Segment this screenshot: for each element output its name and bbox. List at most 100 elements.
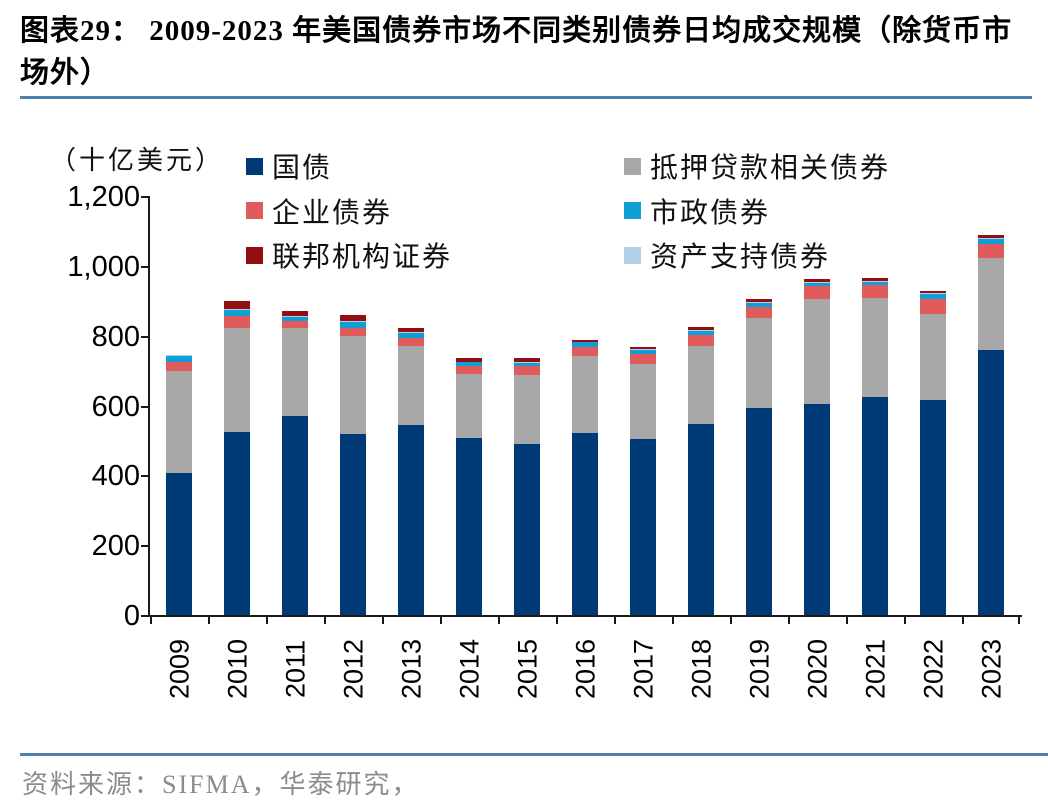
bar-2019 (746, 299, 772, 615)
bar-segment-federal_agency-2017 (630, 346, 656, 350)
x-tick-label: 2020 (802, 638, 833, 700)
x-tick-label: 2017 (628, 638, 659, 700)
bar-segment-mortgage_related-2022 (920, 314, 946, 401)
bar-segment-municipal-2010 (224, 309, 250, 317)
x-tick-label: 2018 (686, 638, 717, 700)
bar-segment-municipal-2015 (514, 362, 540, 367)
bar-segment-abs-2012 (340, 321, 366, 322)
bar-segment-federal_agency-2021 (862, 278, 888, 282)
y-tick (141, 196, 148, 198)
bar-segment-treasury-2010 (224, 432, 250, 615)
x-tick (904, 615, 906, 624)
bar-segment-municipal-2009 (166, 355, 192, 362)
x-tick (556, 615, 558, 624)
x-tick-label: 2023 (976, 638, 1007, 700)
bar-segment-abs-2023 (978, 238, 1004, 239)
page-title: 图表29： 2009-2023 年美国债券市场不同类别债券日均成交规模（除货币市… (20, 15, 1013, 90)
bar-segment-municipal-2017 (630, 350, 656, 354)
x-tick-label: 2012 (338, 638, 369, 700)
title-underline (20, 96, 1032, 99)
bar-segment-mortgage_related-2020 (804, 299, 830, 405)
bar-segment-corporate-2020 (804, 286, 830, 299)
legend-label-corporate: 企业债券 (272, 197, 393, 229)
y-tick (141, 615, 148, 617)
bar-segment-treasury-2013 (398, 424, 424, 615)
bar-segment-municipal-2018 (688, 331, 714, 335)
legend-swatch-corporate (246, 202, 263, 219)
y-tick (141, 335, 148, 338)
bar-segment-federal_agency-2014 (456, 358, 482, 362)
x-tick (1018, 615, 1020, 624)
bar-segment-treasury-2017 (630, 439, 656, 615)
legend-item-federal_agency: 联邦机构证券 (246, 235, 452, 275)
bar-segment-mortgage_related-2023 (978, 258, 1004, 350)
bar-segment-corporate-2021 (862, 285, 888, 298)
bar-segment-corporate-2019 (746, 307, 772, 319)
x-tick-label: 2016 (570, 638, 601, 700)
bar-segment-abs-2009 (166, 354, 192, 356)
bar-segment-abs-2014 (456, 361, 482, 363)
x-tick (266, 615, 268, 624)
bar-segment-corporate-2015 (514, 366, 540, 376)
x-tick (788, 615, 790, 624)
x-tick-label: 2011 (280, 639, 311, 699)
bar-segment-federal_agency-2022 (920, 291, 946, 294)
x-tick (440, 615, 442, 624)
bar-segment-mortgage_related-2015 (514, 375, 540, 444)
bar-segment-federal_agency-2020 (804, 279, 830, 283)
bar-segment-federal_agency-2016 (572, 340, 598, 342)
bar-segment-abs-2018 (688, 330, 714, 332)
bar-2022 (920, 291, 946, 615)
bar-segment-treasury-2023 (978, 349, 1004, 615)
bar-segment-abs-2017 (630, 349, 656, 350)
bar-segment-treasury-2016 (572, 433, 598, 615)
bar-segment-treasury-2011 (282, 415, 308, 615)
bar-segment-mortgage_related-2014 (456, 374, 482, 439)
bar-segment-corporate-2023 (978, 243, 1004, 259)
bar-segment-treasury-2012 (340, 433, 366, 615)
y-tick-label: 1,000 (67, 250, 140, 283)
bar-segment-corporate-2018 (688, 334, 714, 347)
bar-2023 (978, 235, 1004, 615)
legend-item-abs: 资产支持债券 (624, 235, 830, 275)
legend-label-abs: 资产支持债券 (650, 242, 831, 273)
bar-2017 (630, 346, 656, 615)
y-axis-line (148, 196, 150, 617)
bar-segment-abs-2020 (804, 282, 830, 283)
bar-segment-treasury-2019 (746, 407, 772, 615)
bar-segment-treasury-2021 (862, 397, 888, 615)
y-tick-label: 400 (91, 460, 140, 493)
y-axis-unit-label: （十亿美元） (50, 146, 225, 175)
bar-segment-federal_agency-2023 (978, 235, 1004, 239)
bar-segment-abs-2019 (746, 302, 772, 303)
bar-segment-federal_agency-2019 (746, 299, 772, 303)
bar-2011 (282, 310, 308, 615)
legend-swatch-treasury (246, 157, 263, 175)
bar-segment-treasury-2022 (920, 400, 946, 615)
bar-2020 (804, 279, 830, 615)
bar-2013 (398, 328, 424, 615)
x-axis-line (148, 615, 1022, 617)
bar-segment-abs-2010 (224, 308, 250, 310)
legend-label-treasury: 国债 (272, 153, 333, 184)
y-tick-label: 200 (91, 530, 140, 563)
x-tick (846, 615, 848, 624)
legend-label-municipal: 市政债券 (650, 197, 771, 229)
bar-segment-corporate-2014 (456, 366, 482, 375)
x-tick (498, 615, 500, 624)
bar-segment-treasury-2018 (688, 424, 714, 615)
legend-swatch-abs (624, 246, 641, 264)
bar-segment-mortgage_related-2013 (398, 345, 424, 425)
bar-segment-mortgage_related-2017 (630, 363, 656, 440)
x-tick-label: 2015 (512, 638, 543, 700)
bar-segment-municipal-2022 (920, 294, 946, 300)
legend-label-federal_agency: 联邦机构证券 (272, 242, 453, 273)
y-tick-label: 1,200 (67, 181, 140, 213)
x-tick (730, 615, 732, 624)
legend-swatch-federal_agency (246, 246, 263, 264)
x-tick (614, 615, 616, 624)
bar-segment-abs-2013 (398, 331, 424, 333)
bar-segment-corporate-2009 (166, 361, 192, 371)
bar-2010 (224, 301, 250, 615)
